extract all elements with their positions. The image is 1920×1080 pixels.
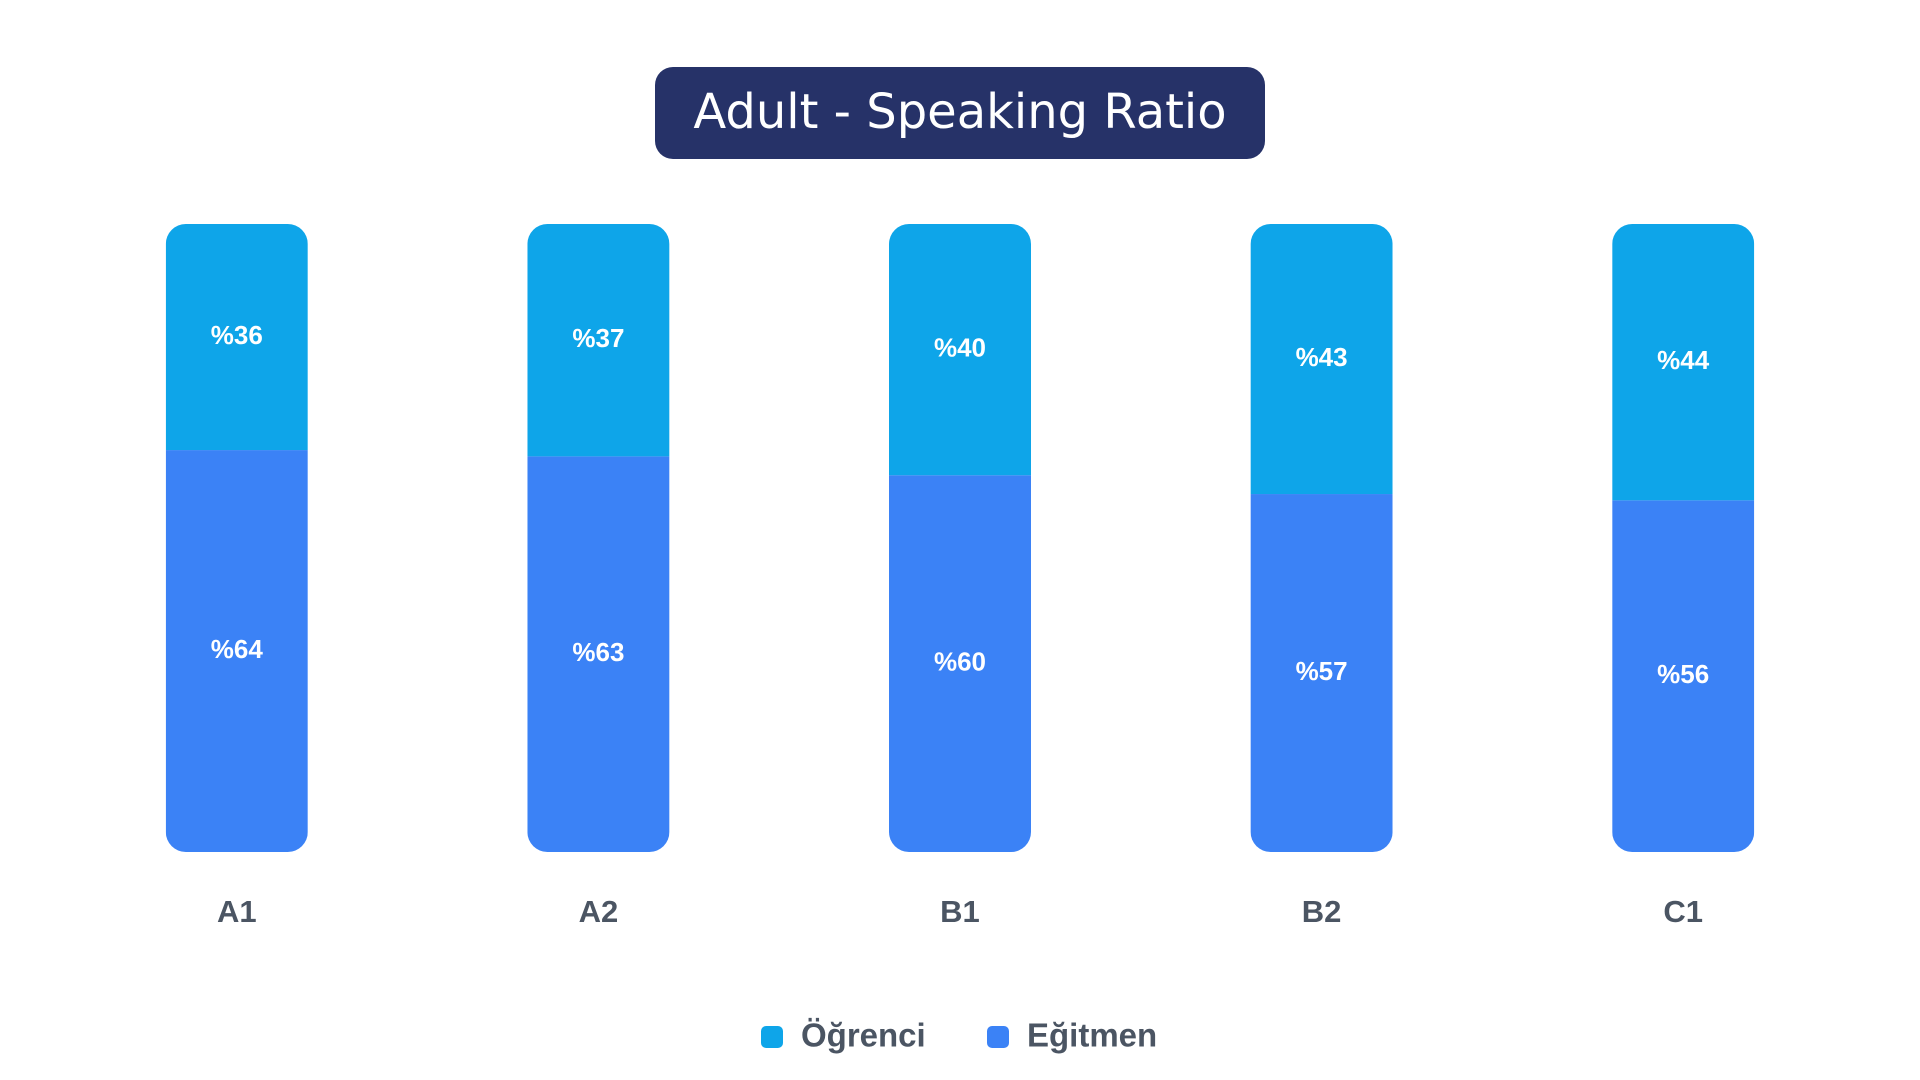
value-label: %64 [211, 634, 264, 664]
value-label: %63 [572, 637, 624, 667]
bar-segment [889, 475, 1031, 852]
value-label: %36 [211, 320, 263, 350]
value-label: %37 [572, 323, 624, 353]
bar-group [1250, 224, 1393, 852]
x-tick-label: A2 [579, 894, 619, 929]
value-label: %60 [934, 646, 986, 676]
title-pill [655, 67, 1265, 159]
bar-segment [527, 456, 670, 852]
bar-segment [1250, 224, 1393, 495]
bar-segment [1250, 494, 1393, 852]
legend-marker [987, 1026, 1009, 1048]
bar-segment [527, 224, 670, 457]
bar-segment [165, 450, 308, 852]
bar-segment [165, 224, 308, 451]
chart-title: Adult - Speaking Ratio [693, 84, 1226, 140]
value-label: %44 [1657, 345, 1710, 375]
x-tick-label: A1 [217, 894, 257, 929]
bar-group [1612, 224, 1755, 852]
value-label: %57 [1296, 656, 1348, 686]
bar-segment [1612, 224, 1755, 501]
legend-marker [761, 1026, 783, 1048]
value-label: %40 [934, 332, 986, 362]
legend-label: Öğrenci [801, 1017, 926, 1054]
value-label: %56 [1657, 659, 1709, 689]
legend-label: Eğitmen [1027, 1017, 1157, 1054]
bar-segment [1612, 500, 1755, 852]
bar-group [165, 224, 308, 852]
x-tick-label: C1 [1663, 894, 1703, 929]
bar-group [889, 224, 1031, 852]
x-tick-label: B2 [1302, 894, 1342, 929]
x-tick-label: B1 [940, 894, 980, 929]
value-label: %43 [1296, 342, 1348, 372]
bar-segment [889, 224, 1031, 476]
bar-group [527, 224, 670, 852]
